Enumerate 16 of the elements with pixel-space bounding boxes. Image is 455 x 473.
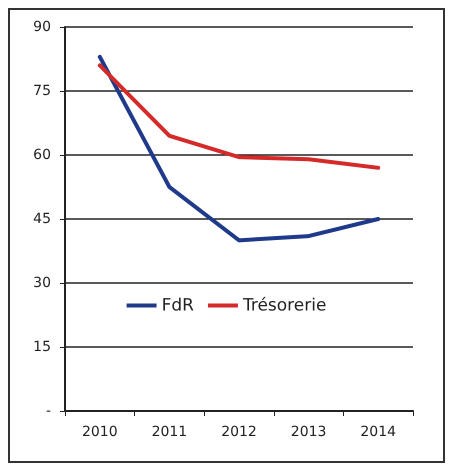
x-tick-label: 2013 (290, 424, 326, 440)
x-tick-label: 2014 (360, 424, 396, 440)
legend-label: Trésorerie (242, 296, 326, 316)
x-tick-label: 2011 (152, 424, 188, 440)
y-tick-label: 60 (33, 147, 51, 163)
y-tick-label: 30 (33, 275, 51, 291)
y-tick-label: - (46, 403, 51, 419)
y-tick-label: 15 (33, 339, 51, 355)
line-series (98, 54, 380, 242)
y-tick-label: 90 (33, 19, 51, 35)
y-tick-label: 75 (33, 83, 51, 99)
x-tick-label: 2012 (221, 424, 257, 440)
legend-label: FdR (162, 296, 194, 316)
x-tick-label: 2010 (82, 424, 118, 440)
line-series (98, 63, 380, 170)
y-tick-label: 45 (33, 211, 51, 227)
